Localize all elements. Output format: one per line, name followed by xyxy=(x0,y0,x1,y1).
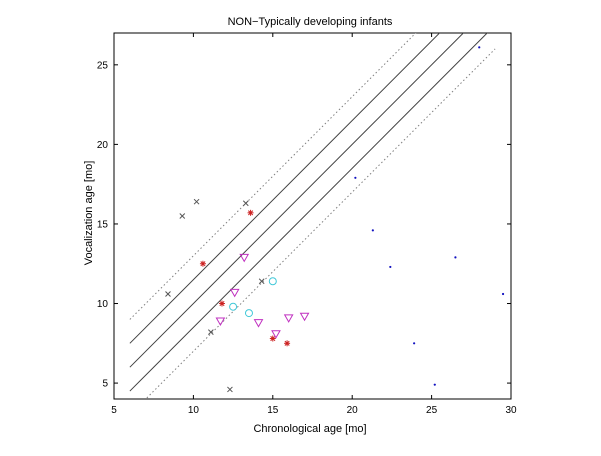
point-x-marker xyxy=(179,213,186,219)
y-tick-label: 25 xyxy=(97,60,109,71)
point-triangle-marker xyxy=(239,253,250,263)
point-x-marker xyxy=(242,200,249,207)
reference-line-1 xyxy=(129,33,441,344)
point-triangle-marker xyxy=(271,330,281,339)
reference-line-2 xyxy=(129,33,488,392)
point-x-marker xyxy=(165,291,171,297)
y-axis-label: Vocalization age [mo] xyxy=(83,161,95,266)
point-star-marker xyxy=(247,209,254,216)
x-tick-label: 30 xyxy=(505,405,517,416)
point-circle-marker xyxy=(244,309,253,318)
x-tick-label: 25 xyxy=(426,405,438,416)
point-triangle-marker xyxy=(299,312,310,322)
point-star-marker xyxy=(284,340,291,347)
point-circle-marker xyxy=(229,302,238,311)
point-triangle-marker xyxy=(253,319,264,328)
x-tick-label: 10 xyxy=(188,405,200,416)
x-tick-label: 15 xyxy=(267,405,279,416)
point-star-marker xyxy=(269,335,276,342)
point-circle-marker xyxy=(268,277,277,286)
axes-box xyxy=(113,32,512,400)
reference-lines xyxy=(129,33,496,399)
x-tick-label: 5 xyxy=(111,405,117,416)
point-x-marker xyxy=(227,386,233,393)
point-dot-marker xyxy=(433,383,436,386)
x-axis-label: Chronological age [mo] xyxy=(253,423,366,435)
point-triangle-marker xyxy=(215,317,226,327)
point-dot-marker xyxy=(454,256,457,259)
point-star-marker xyxy=(218,300,225,307)
point-dot-marker xyxy=(371,229,374,232)
point-dot-marker xyxy=(389,265,392,269)
chart-title: NON−Typically developing infants xyxy=(228,16,393,28)
x-ticks: 5 10 15 20 25 30 xyxy=(111,33,517,416)
y-tick-label: 20 xyxy=(97,140,109,151)
point-triangle-marker xyxy=(283,314,294,323)
y-tick-label: 5 xyxy=(102,379,108,390)
point-dot-marker xyxy=(501,292,505,296)
reference-line-0 xyxy=(129,33,465,368)
x-tick-label: 20 xyxy=(347,405,359,416)
point-star-marker xyxy=(199,260,206,267)
point-dot-marker xyxy=(354,176,357,179)
point-triangle-marker xyxy=(229,288,240,298)
y-ticks: 5 10 15 20 25 xyxy=(97,60,511,390)
point-x-marker xyxy=(193,198,200,205)
point-dot-marker xyxy=(413,342,416,345)
y-tick-label: 15 xyxy=(97,219,109,230)
point-dot-marker xyxy=(478,46,481,49)
y-tick-label: 10 xyxy=(97,299,109,310)
point-x-marker xyxy=(258,278,265,285)
data-points xyxy=(165,46,505,393)
point-x-marker xyxy=(208,329,214,336)
